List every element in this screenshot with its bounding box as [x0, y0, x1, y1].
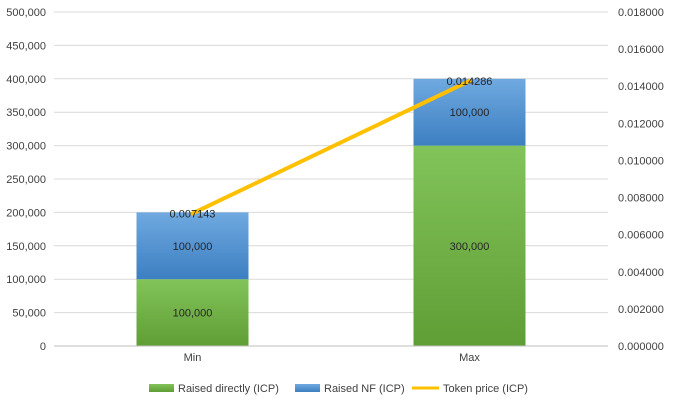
y-axis-right: 0.000000 0.002000 0.004000 0.006000 0.008000…: [618, 7, 664, 353]
legend-label: Token price (ICP): [443, 383, 528, 395]
price-value-label: 0.007143: [170, 208, 216, 220]
y-left-tick-label: 200,000: [6, 207, 46, 219]
legend-label: Raised directly (ICP): [178, 383, 279, 395]
bar-segment: [136, 212, 249, 280]
y-right-tick-label: 0.004000: [618, 267, 664, 279]
bar-segment: [413, 145, 526, 346]
bars: [136, 78, 526, 346]
bar-value-label: 100,000: [173, 241, 213, 253]
legend-label: Raised NF (ICP): [324, 383, 405, 395]
y-left-tick-label: 500,000: [6, 7, 46, 19]
y-left-tick-label: 450,000: [6, 40, 46, 52]
y-right-tick-label: 0.010000: [618, 155, 664, 167]
y-left-tick-label: 250,000: [6, 174, 46, 186]
y-left-tick-label: 100,000: [6, 274, 46, 286]
y-right-tick-label: 0.002000: [618, 304, 664, 316]
x-tick-label: Max: [459, 352, 480, 364]
bar-segment: [136, 279, 249, 346]
y-right-tick-label: 0.016000: [618, 44, 664, 56]
y-left-tick-label: 150,000: [6, 241, 46, 253]
y-right-tick-label: 0.000000: [618, 341, 664, 353]
y-left-tick-label: 400,000: [6, 74, 46, 86]
price-line: [190, 78, 472, 216]
y-left-tick-label: 50,000: [12, 308, 46, 320]
y-axis-left: 0 50,000 100,000 150,000 200,000 250,000 300,0…: [6, 7, 46, 353]
bar-value-label: 300,000: [450, 241, 490, 253]
y-right-tick-label: 0.018000: [618, 7, 664, 19]
bar-segment: [413, 78, 526, 146]
data-labels: 100,000 100,000 300,000 100,000 0.007143 0.01…: [170, 76, 493, 320]
y-right-tick-label: 0.006000: [618, 230, 664, 242]
y-left-tick-label: 0: [40, 341, 46, 353]
bar-value-label: 100,000: [173, 308, 213, 320]
x-tick-label: Min: [184, 352, 202, 364]
y-left-tick-label: 300,000: [6, 141, 46, 153]
y-right-tick-label: 0.014000: [618, 81, 664, 93]
price-line-path: [190, 78, 472, 216]
legend: Raised directly (ICP) Raised NF (ICP) Toke…: [149, 383, 528, 395]
y-right-tick-label: 0.008000: [618, 193, 664, 205]
legend-swatch: [149, 384, 174, 392]
bar-value-label: 100,000: [450, 107, 490, 119]
x-axis: Min Max: [184, 352, 481, 364]
legend-swatch: [295, 384, 320, 392]
price-value-label: 0.014286: [447, 76, 493, 88]
y-right-tick-label: 0.012000: [618, 118, 664, 130]
y-left-tick-label: 350,000: [6, 107, 46, 119]
